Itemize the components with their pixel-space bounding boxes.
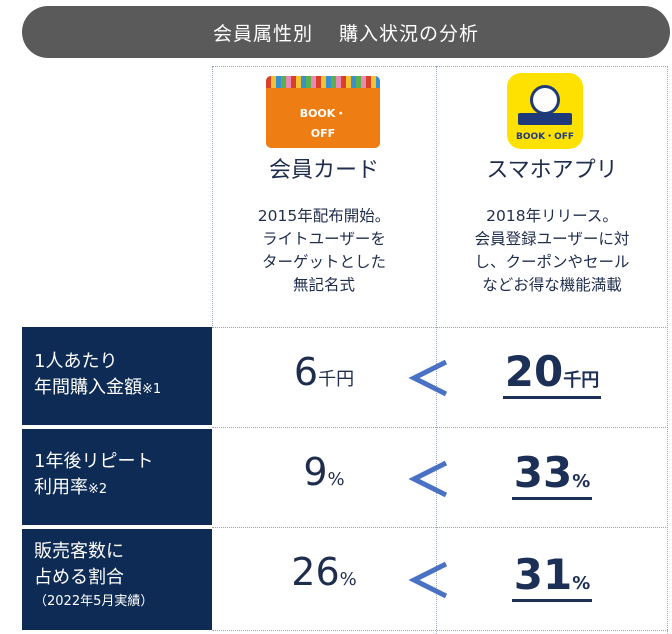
app-logo-text: BOOK・OFF (515, 132, 575, 142)
less-than-icon (408, 561, 448, 599)
row-label-annual-purchase: 1人あたり 年間購入金額※1 (22, 327, 212, 425)
smartphone-app-description: 2018年リリース。 会員登録ユーザーに対 し、クーポンやセール などお得な機能… (474, 207, 630, 294)
grid-line (667, 66, 668, 634)
title-banner: 会員属性別 購入状況の分析 (22, 6, 670, 58)
less-than-icon (408, 359, 448, 397)
grid-line (212, 527, 668, 528)
member-card-title: 会員カード (268, 158, 379, 183)
card-value-repeat-rate: 9% (303, 450, 345, 494)
row-label-customer-share: 販売客数に 占める割合 （2022年5月実績） (22, 529, 212, 630)
grid-line (212, 630, 668, 631)
grid-line (212, 66, 213, 328)
grid-line (212, 327, 668, 328)
app-value-customer-share: 31% (436, 550, 668, 602)
app-value-annual-purchase: 20千円 (436, 347, 668, 399)
card-value-annual-purchase: 6千円 (293, 350, 355, 394)
smartphone-app-title: スマホアプリ (486, 158, 618, 183)
smartphone-app-logo: BOOK・OFF (507, 73, 583, 149)
row-label-repeat-rate: 1年後リピート 利用率※2 (22, 429, 212, 525)
banner-title-part2: 購入状況の分析 (339, 22, 480, 45)
app-value-repeat-rate: 33% (436, 448, 668, 500)
grid-line (212, 66, 668, 67)
member-card-logo: BOOK・OFF (266, 76, 380, 148)
member-card-description: 2015年配布開始。 ライトユーザーを ターゲットとした 無記名式 (257, 207, 391, 294)
grid-line (212, 427, 668, 428)
card-value-customer-share: 26% (291, 550, 357, 594)
less-than-icon (408, 460, 448, 498)
card-logo-text: BOOK・OFF (299, 107, 347, 140)
banner-title-part1: 会員属性別 (212, 22, 313, 45)
grid-line (436, 66, 437, 634)
